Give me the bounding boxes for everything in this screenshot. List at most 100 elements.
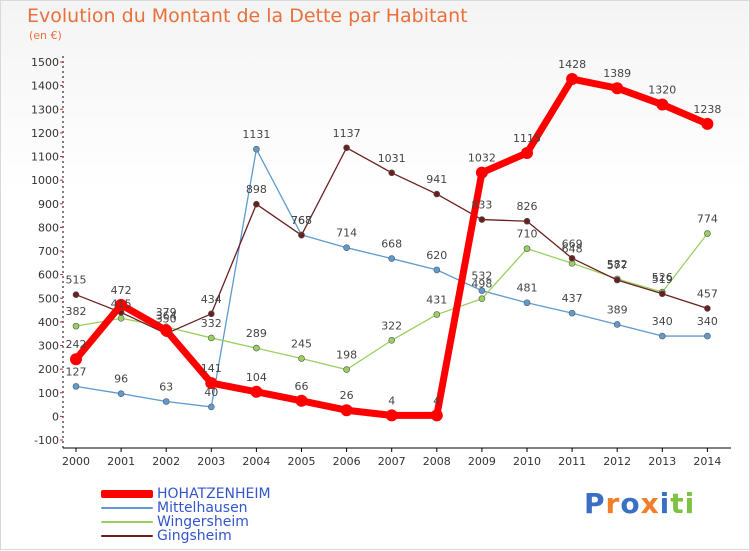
y-tick-label: 1200 [31,127,59,140]
proxiti-logo: Proxiti [584,487,695,520]
data-label: 127 [66,365,87,378]
data-point [658,332,666,340]
data-point [523,299,531,307]
data-label: 669 [562,237,583,250]
data-point [658,290,666,298]
data-point [433,311,441,318]
series-lines [70,73,714,422]
y-tick-label: 1100 [31,151,59,164]
data-label: 582 [607,258,628,271]
data-label: 833 [471,199,492,212]
data-point [478,287,486,294]
data-point [613,321,621,328]
data-point [253,344,260,352]
data-label: 1131 [242,128,270,141]
legend-swatch [101,535,153,537]
data-label: 26 [340,389,354,402]
y-tick-label: 1400 [31,80,59,93]
y-tick-label: 0 [52,410,59,423]
data-label: 364 [156,309,177,322]
data-label: 245 [291,337,312,350]
y-tick-label: 1300 [31,103,59,116]
data-point [117,390,125,397]
y-tick-label: 400 [38,316,59,329]
data-point [208,310,215,318]
data-label: 437 [562,292,583,305]
data-point [656,98,669,111]
x-tick-label: 2013 [648,455,676,468]
data-point [521,146,533,159]
y-tick-label: 100 [38,387,59,400]
data-label: 898 [246,183,267,196]
data-point [385,409,398,422]
legend-swatch [101,521,153,523]
data-point [388,255,396,262]
x-tick-label: 2005 [288,455,316,468]
data-point [298,231,305,239]
data-label: 519 [652,273,673,286]
logo-letter: x [640,487,660,520]
data-point [160,324,173,337]
logo-letter: i [659,487,671,520]
data-point [704,305,711,312]
y-tick-label: 900 [38,198,59,211]
data-label: 577 [607,259,628,272]
data-point [208,403,215,411]
data-point [253,200,260,208]
data-label: 389 [607,303,628,316]
data-point [295,394,308,407]
data-point [388,337,396,344]
data-point [72,291,80,299]
data-label: 714 [336,227,357,240]
data-point [523,245,531,252]
y-tick-label: -100 [34,434,59,447]
data-point [523,217,531,225]
y-tick-label: 800 [38,221,59,234]
data-label: 4 [388,394,395,407]
data-label: 710 [517,228,538,241]
data-point [568,255,576,262]
data-labels: 242 472 364 141 104 66 26 4 4 1032 1115 1428 1389 132… [66,58,722,407]
data-label: 141 [201,362,222,375]
data-point [611,82,624,95]
data-label: 379 [156,306,177,319]
data-label: 1032 [468,152,496,165]
data-label: 774 [697,213,718,226]
x-tick-label: 2012 [603,455,631,468]
data-point [343,366,350,373]
data-label: 96 [114,373,128,386]
data-label: 350 [156,313,177,326]
legend-swatch [101,507,153,509]
data-label: 198 [336,349,357,362]
y-tick-label: 700 [38,245,59,258]
data-label: 340 [652,315,673,328]
data-point [117,315,125,322]
data-label: 340 [697,315,718,328]
data-point [704,332,711,340]
data-point [72,322,80,330]
logo-letter: o [620,487,641,520]
data-label: 4 [433,394,440,407]
data-label: 526 [652,271,673,284]
data-point [72,383,80,390]
data-label: 63 [159,380,173,393]
x-tick-label: 2014 [693,455,721,468]
data-label: 826 [517,200,538,213]
y-tick-label: 1500 [31,56,59,69]
data-label: 66 [295,380,309,393]
data-label: 415 [111,297,132,310]
data-label: 1031 [378,152,406,165]
data-label: 1428 [558,58,586,71]
data-point [70,353,82,366]
data-point [250,385,263,398]
legend-label: Gingsheim [157,528,232,544]
data-label: 289 [246,327,267,340]
data-point [613,276,621,284]
data-point [388,169,396,177]
x-tick-label: 2003 [197,455,225,468]
data-label: 40 [204,386,218,399]
data-label: 1238 [693,103,721,116]
data-point [430,409,443,422]
legend-label: Mittelhausen [157,500,248,516]
legend-label: HOHATZENHEIM [157,486,271,502]
